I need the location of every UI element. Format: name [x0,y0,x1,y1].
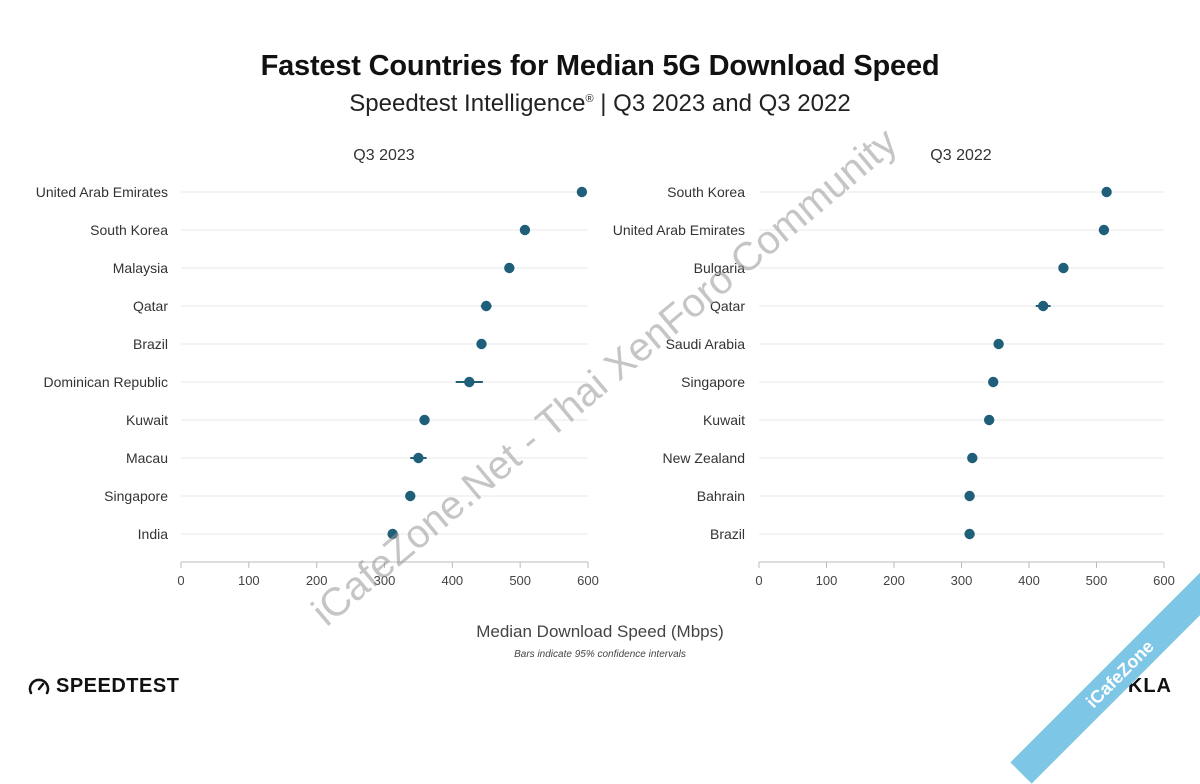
category-label: Malaysia [113,260,168,276]
x-tick-label: 300 [374,573,396,588]
category-label: Bulgaria [694,260,746,276]
x-tick-label: 0 [177,573,184,588]
data-point [387,528,398,540]
data-point [419,414,430,426]
data-point [464,376,475,388]
category-label: New Zealand [663,450,746,466]
category-label: South Korea [90,222,168,238]
data-point [481,300,492,312]
data-point [993,338,1004,350]
subtitle-period: | Q3 2023 and Q3 2022 [593,90,851,117]
subtitle-main: Speedtest Intelligence [349,90,586,117]
registered-mark: ® [585,93,594,105]
chart-subtitle: Speedtest Intelligence® | Q3 2023 and Q3… [0,90,1200,118]
category-label: Dominican Republic [43,374,168,390]
category-label: Kuwait [126,412,168,428]
x-tick-label: 400 [1018,573,1040,588]
x-tick-label: 400 [441,573,463,588]
category-label: India [138,526,169,542]
data-point [1037,300,1049,312]
data-point [967,452,978,464]
category-label: South Korea [667,184,745,200]
category-label: Saudi Arabia [666,336,746,352]
x-tick-label: 500 [1086,573,1108,588]
x-tick-label: 200 [306,573,328,588]
category-label: Macau [126,450,168,466]
data-point [1098,224,1110,236]
speedtest-logo: SPEEDTEST [28,675,179,698]
x-tick-label: 100 [816,573,838,588]
data-point [964,490,975,502]
data-point [964,528,975,540]
data-point [405,490,416,502]
data-point [1101,186,1112,198]
x-tick-label: 300 [951,573,973,588]
speedometer-icon [28,678,50,694]
panel-title: Q3 2023 [353,147,414,164]
charts-canvas: Q3 2023 United Arab Emirates South Korea Ma… [36,147,1175,588]
x-tick-label: 200 [883,573,905,588]
data-point [576,186,588,198]
x-axis-label: Median Download Speed (Mbps) [476,622,724,641]
category-label: Kuwait [703,412,745,428]
data-point [519,224,531,236]
data-point [476,338,487,350]
speedtest-wordmark: SPEEDTEST [56,675,180,697]
category-label: Brazil [133,336,168,352]
chart-title: Fastest Countries for Median 5G Download… [260,50,940,82]
category-label: Singapore [104,488,168,504]
category-label: Brazil [710,526,745,542]
category-label: Bahrain [697,488,745,504]
category-label: Qatar [710,298,745,314]
x-tick-label: 500 [509,573,531,588]
category-label: Singapore [681,374,745,390]
panel-title: Q3 2022 [930,147,991,164]
confidence-note: Bars indicate 95% confidence intervals [514,649,686,660]
category-label: United Arab Emirates [613,222,745,238]
data-point [1058,262,1069,274]
data-point [988,376,999,388]
category-label: Qatar [133,298,168,314]
category-label: United Arab Emirates [36,184,168,200]
data-point [413,452,424,464]
x-tick-label: 100 [238,573,260,588]
data-point [504,262,515,274]
x-tick-label: 600 [577,573,599,588]
data-point [983,414,995,426]
x-tick-label: 0 [755,573,762,588]
x-tick-label: 600 [1153,573,1175,588]
